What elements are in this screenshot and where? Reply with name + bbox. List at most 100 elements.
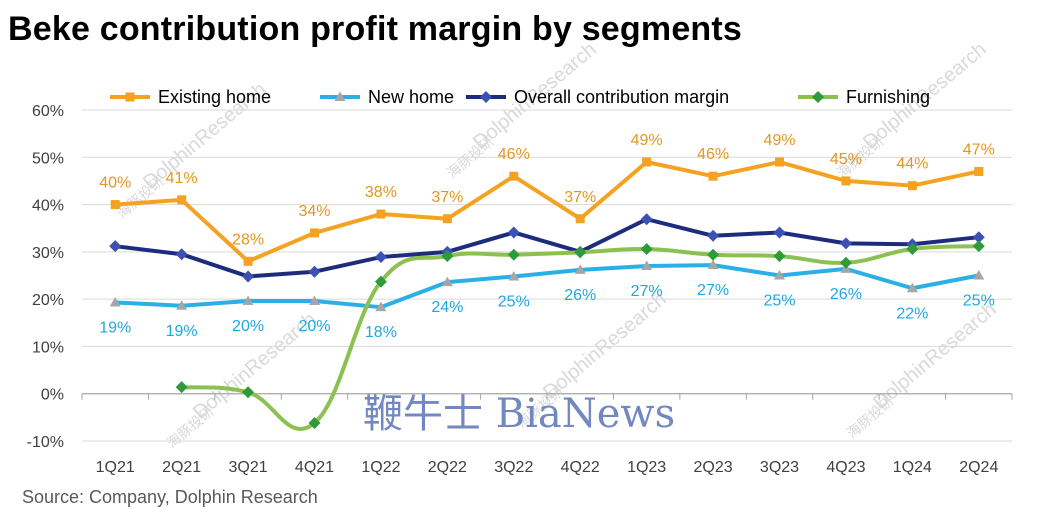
series-line-new-home <box>113 263 981 310</box>
x-tick-label: 1Q21 <box>96 459 135 476</box>
point-existing-home <box>907 181 917 191</box>
point-overall-contribution-margin <box>773 226 786 239</box>
x-tick-label: 3Q23 <box>760 459 799 476</box>
y-tick-label: 40% <box>32 198 64 215</box>
x-tick-label: 1Q22 <box>361 459 400 476</box>
point-furnishing <box>308 417 321 430</box>
data-label-existing-home: 40% <box>99 175 131 192</box>
point-overall-contribution-margin <box>175 248 188 261</box>
point-new-home <box>508 270 520 281</box>
legend-label: Overall contribution margin <box>514 87 729 107</box>
data-label-new-home: 27% <box>631 283 663 300</box>
point-overall-contribution-margin <box>839 237 852 250</box>
point-overall-contribution-margin <box>374 251 387 264</box>
point-new-home <box>973 270 985 280</box>
point-overall-contribution-margin <box>707 229 720 242</box>
data-label-new-home: 25% <box>763 293 795 310</box>
point-overall-contribution-margin <box>507 226 520 239</box>
point-existing-home <box>177 195 187 205</box>
point-furnishing <box>707 248 720 261</box>
data-label-new-home: 18% <box>365 324 397 341</box>
point-furnishing <box>374 275 387 288</box>
point-new-home <box>242 295 254 306</box>
watermark-research-cn-text: 海豚投研 <box>164 403 217 451</box>
x-tick-label: 2Q24 <box>959 459 998 476</box>
data-label-new-home: 25% <box>963 293 995 310</box>
point-existing-home <box>974 166 984 176</box>
point-overall-contribution-margin <box>109 240 122 253</box>
point-overall-contribution-margin <box>242 270 255 283</box>
legend-swatch-marker <box>812 91 824 103</box>
x-tick-label: 1Q23 <box>627 459 666 476</box>
point-existing-home <box>376 209 386 219</box>
data-label-existing-home: 38% <box>365 184 397 201</box>
source-note: Source: Company, Dolphin Research <box>22 487 318 507</box>
data-label-new-home: 19% <box>166 323 198 340</box>
data-label-existing-home: 49% <box>631 132 663 149</box>
point-new-home <box>641 260 653 271</box>
data-label-new-home: 25% <box>498 293 530 310</box>
point-existing-home <box>243 256 253 266</box>
point-furnishing <box>972 240 985 253</box>
legend-swatch-marker <box>125 92 135 102</box>
series-furnishing <box>175 240 985 431</box>
legend-label: Furnishing <box>846 87 930 107</box>
point-existing-home <box>310 228 319 238</box>
data-label-new-home: 19% <box>99 319 131 336</box>
data-label-existing-home: 28% <box>232 231 264 248</box>
data-label-new-home: 24% <box>431 299 463 316</box>
point-existing-home <box>841 176 851 186</box>
point-new-home <box>574 264 586 274</box>
point-furnishing <box>507 248 520 261</box>
x-tick-label: 3Q22 <box>494 459 533 476</box>
point-new-home <box>375 301 387 312</box>
series-existing-home <box>110 157 984 266</box>
y-tick-label: 0% <box>41 387 64 404</box>
point-furnishing <box>773 250 786 263</box>
point-existing-home <box>775 157 784 167</box>
point-furnishing <box>906 243 919 256</box>
x-tick-label: 4Q23 <box>826 459 865 476</box>
y-tick-label: 50% <box>32 150 64 167</box>
point-furnishing <box>574 246 587 259</box>
point-new-home <box>774 270 785 280</box>
watermark-brand-text: 鞭牛士 BiaNews <box>363 391 675 437</box>
data-label-existing-home: 46% <box>498 146 530 163</box>
point-existing-home <box>442 214 452 224</box>
point-overall-contribution-margin <box>308 265 321 278</box>
x-tick-label: 4Q22 <box>561 459 600 476</box>
data-label-new-home: 22% <box>896 305 928 322</box>
data-label-existing-home: 37% <box>564 189 596 206</box>
data-label-existing-home: 45% <box>830 151 862 168</box>
data-label-new-home: 27% <box>697 282 729 299</box>
data-labels: 19% 19% 20% 20% 18% 24% 25% 26% 27% 27% 25% 26% 22% 2… <box>99 132 995 341</box>
legend-swatch-marker <box>334 91 346 101</box>
chart-title: Beke contribution profit margin by segme… <box>8 10 743 48</box>
x-tick-label: 1Q24 <box>893 459 932 476</box>
x-tick-label: 2Q21 <box>162 459 201 476</box>
x-tick-label: 3Q21 <box>229 459 268 476</box>
data-label-existing-home: 41% <box>166 170 198 187</box>
y-tick-label: 30% <box>32 245 64 262</box>
x-tick-label: 2Q22 <box>428 459 467 476</box>
point-overall-contribution-margin <box>972 231 985 244</box>
x-tick-label: 2Q23 <box>694 459 733 476</box>
data-label-existing-home: 47% <box>963 141 995 158</box>
legend-swatch-marker <box>480 91 492 103</box>
data-label-existing-home: 44% <box>896 156 928 173</box>
data-label-new-home: 20% <box>232 318 264 335</box>
point-new-home <box>109 296 121 307</box>
series-new-home <box>109 259 985 312</box>
point-overall-contribution-margin <box>640 213 653 226</box>
legend-item-furnishing: Furnishing <box>798 87 930 107</box>
data-label-existing-home: 46% <box>697 146 729 163</box>
y-tick-label: 10% <box>32 339 64 356</box>
data-label-new-home: 20% <box>298 318 330 335</box>
point-furnishing <box>441 250 454 263</box>
point-furnishing <box>839 256 852 269</box>
watermark-research-cn-text: 海豚投研 <box>844 393 897 441</box>
point-existing-home <box>642 157 652 167</box>
x-tick-label: 4Q21 <box>295 459 334 476</box>
point-existing-home <box>708 171 718 181</box>
